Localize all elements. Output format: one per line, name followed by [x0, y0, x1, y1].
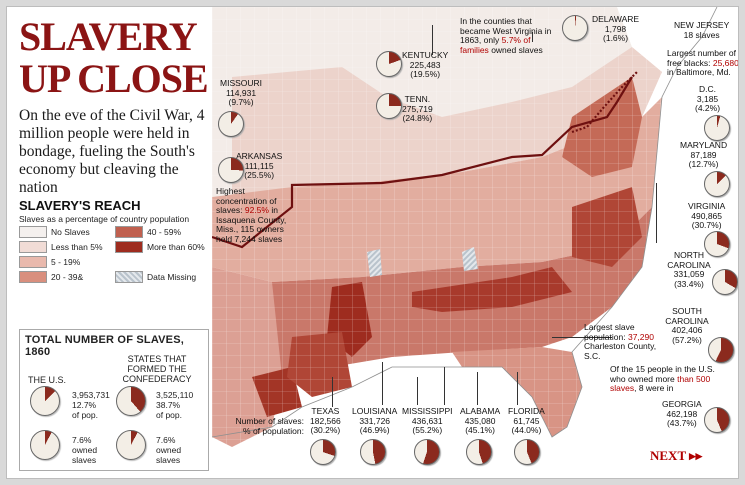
left-panel: SLAVERY UP CLOSE On the eve of the Civil…: [7, 7, 212, 478]
confederacy-slaves-label: slaves: [156, 455, 181, 465]
us-pct: 12.7%: [72, 400, 97, 410]
state-label-tennessee: TENN. 275,719 (24.8%): [402, 94, 433, 123]
state-pie-maryland: [704, 171, 730, 197]
state-label-louisiana: LOUISIANA 331,726 (46.9%): [352, 406, 398, 435]
legend-label: 20 - 39&: [51, 272, 84, 282]
west-virginia-border: [571, 71, 638, 134]
legend-swatch: [19, 226, 47, 238]
state-pie-dc: [704, 115, 730, 141]
state-pie-kentucky: [376, 51, 402, 77]
state-label-new-jersey: NEW JERSEY 18 slaves: [674, 20, 730, 40]
legend-title: SLAVERY'S REACH: [19, 198, 141, 213]
state-label-alabama: ALABAMA 435,080 (45.1%): [460, 406, 501, 435]
confederacy-label: STATES THAT FORMED THE CONFEDERACY: [122, 354, 192, 384]
state-pie-alabama: [466, 439, 492, 465]
state-label-virginia: VIRGINIA 490,865 (30.7%): [688, 201, 726, 230]
state-label-texas: TEXAS 182,566 (30.2%): [310, 406, 341, 435]
us-slaves-label: slaves: [72, 455, 97, 465]
legend-label: 5 - 19%: [51, 257, 81, 267]
state-pie-virginia: [704, 231, 730, 257]
legend-item: No Slaves: [19, 226, 90, 238]
large-owners-note: Of the 15 people in the U.S. who owned m…: [610, 364, 715, 393]
legend-item: Data Missing: [115, 271, 196, 283]
legend-item: More than 60%: [115, 241, 205, 253]
state-label-dc: D.C. 3,185 (4.2%): [695, 84, 721, 113]
data-missing-area: [462, 247, 478, 271]
state-label-georgia: GEORGIA 462,198 (43.7%): [662, 399, 702, 428]
state-label-north-carolina: NORTH CAROLINA 331,059 (33.4%): [667, 250, 711, 289]
legend-item: 20 - 39&: [19, 271, 83, 283]
legend-label: Data Missing: [147, 272, 197, 282]
us-owned-pct: 7.6%: [72, 435, 92, 445]
coastline: [212, 7, 718, 438]
confederacy-owned-label: owned: [156, 445, 182, 455]
subhead: On the eve of the Civil War, 4 million p…: [19, 107, 205, 196]
state-pie-georgia: [704, 407, 730, 433]
state-label-mississippi: MISSISSIPPI 436,631 (55.2%): [402, 406, 453, 435]
confederacy-owners-pie: [116, 430, 146, 460]
west-virginia-note: In the counties that became West Virgini…: [460, 16, 552, 55]
legend-label: Less than 5%: [51, 242, 103, 252]
totals-title: TOTAL NUMBER OF SLAVES, 1860: [25, 334, 185, 358]
us-pop-label: of pop.: [72, 410, 98, 420]
confederacy-population-pie: [116, 386, 146, 416]
us-owned-label: owned: [72, 445, 98, 455]
state-pie-tennessee: [376, 93, 402, 119]
us-population-pie: [30, 386, 60, 416]
map-area: MISSOURI 114,931 (9.7%) KENTUCKY 225,483 (19…: [212, 7, 739, 478]
issaquena-note: Highest concentration of slaves: 92.5% i…: [216, 186, 287, 244]
confederacy-pct: 38.7%: [156, 400, 181, 410]
legend-label: 40 - 59%: [147, 227, 182, 237]
state-pie-north-carolina: [712, 269, 738, 295]
state-pie-mississippi: [414, 439, 440, 465]
title-line-1: SLAVERY: [19, 14, 198, 59]
title-line-2: UP CLOSE: [19, 56, 209, 101]
state-pie-florida: [514, 439, 540, 465]
state-pie-south-carolina: [708, 337, 734, 363]
state-pie-missouri: [218, 111, 244, 137]
state-label-kentucky: KENTUCKY 225,483 (19.5%): [402, 50, 449, 79]
legend-swatch: [19, 241, 47, 253]
infographic-frame: SLAVERY UP CLOSE On the eve of the Civil…: [6, 6, 739, 479]
state-label-maryland: MARYLAND 87,189 (12.7%): [680, 140, 728, 169]
key-note: Number of slaves:% of population:: [235, 416, 305, 436]
charleston-note: Largest slave population: 37,290 Charles…: [584, 322, 657, 361]
state-pie-texas: [310, 439, 336, 465]
county-map: [212, 7, 738, 478]
legend-item: 40 - 59%: [115, 226, 181, 238]
legend-swatch: [19, 256, 47, 268]
legend-item: Less than 5%: [19, 241, 103, 253]
confederacy-count: 3,525,110: [156, 390, 194, 400]
state-pie-louisiana: [360, 439, 386, 465]
confederacy-owned-pct: 7.6%: [156, 435, 176, 445]
legend-swatch: [19, 271, 47, 283]
state-label-florida: FLORIDA 61,745 (44.0%): [508, 406, 545, 435]
legend-swatch: [115, 271, 143, 283]
state-label-missouri: MISSOURI 114,931 (9.7%): [220, 78, 263, 107]
legend-swatch: [115, 226, 143, 238]
legend-subtitle: Slaves as a percentage of country popula…: [19, 214, 190, 224]
state-pie-arkansas: [218, 157, 244, 183]
us-label: THE U.S.: [28, 375, 67, 385]
totals-box: TOTAL NUMBER OF SLAVES, 1860 THE U.S. ST…: [19, 329, 209, 471]
legend-item: 5 - 19%: [19, 256, 80, 268]
border-line: [212, 76, 633, 249]
state-pie-delaware: [562, 15, 588, 41]
legend-label: No Slaves: [51, 227, 90, 237]
us-count: 3,953,731: [72, 390, 110, 400]
us-owners-pie: [30, 430, 60, 460]
legend-swatch: [115, 241, 143, 253]
confederacy-pop-label: of pop.: [156, 410, 182, 420]
legend-label: More than 60%: [147, 242, 205, 252]
next-button[interactable]: NEXT ▸▸: [650, 448, 703, 463]
free-blacks-note: Largest number of free blacks: 25,680 in…: [667, 48, 739, 77]
state-label-south-carolina: SOUTH CAROLINA 402,406 (57.2%): [665, 306, 709, 345]
state-label-delaware: DELAWARE 1,798 (1.6%): [592, 14, 640, 43]
data-missing-area: [367, 249, 382, 277]
state-label-arkansas: ARKANSAS 111,115 (25.5%): [236, 151, 283, 180]
